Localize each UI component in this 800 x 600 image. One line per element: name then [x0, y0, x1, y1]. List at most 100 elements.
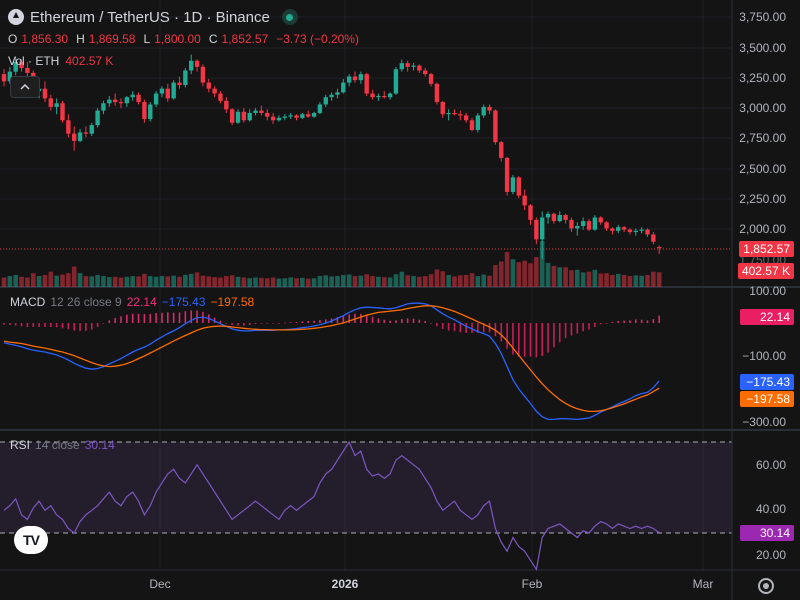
volume-bar	[417, 276, 422, 287]
macd-params: 12 26 close 9	[50, 295, 122, 309]
volume-bar	[364, 274, 369, 287]
macd-hist-bar	[365, 315, 368, 323]
macd-hist-bar	[90, 323, 93, 330]
candle-body	[440, 102, 445, 115]
collapse-legend-button[interactable]	[10, 76, 40, 98]
macd-hist-bar	[38, 323, 40, 327]
macd-hist-bar	[395, 320, 397, 323]
volume-bar	[317, 276, 323, 287]
candles	[1, 54, 662, 259]
macd-hist-bar	[436, 323, 438, 327]
price-axis-label: 3,000.00	[739, 101, 786, 115]
candle-body	[253, 110, 258, 113]
volume-bar	[528, 263, 533, 287]
candle-body	[7, 71, 13, 82]
gear-icon[interactable]	[758, 578, 774, 594]
open-value: 1,856.30	[21, 32, 69, 46]
candle-body	[153, 93, 159, 105]
candle-body	[54, 103, 59, 107]
candle-body	[346, 76, 352, 83]
macd-hist-bar	[278, 323, 280, 324]
candle-body	[235, 111, 241, 123]
symbol-title[interactable]: Ethereum / TetherUS · 1D · Binance	[30, 8, 270, 26]
macd-hist-bar	[529, 323, 532, 357]
macd-axis-label: −100.00	[742, 349, 786, 363]
volume-bar	[1, 277, 7, 287]
macd-hist-bar	[617, 321, 620, 323]
macd-hist-bar	[582, 323, 584, 332]
candle-body	[551, 213, 557, 222]
macd-hist-bar	[260, 323, 263, 324]
macd-hist-bar	[412, 318, 415, 323]
volume-bar	[247, 278, 252, 287]
volume-bar	[586, 271, 592, 287]
candle-body	[112, 99, 118, 103]
candle-body	[651, 234, 656, 242]
candle-body	[563, 215, 568, 220]
price-axis-label: 2,500.00	[739, 162, 786, 176]
volume-bar	[101, 276, 106, 287]
candle-body	[446, 112, 451, 115]
candle-body	[194, 60, 200, 67]
volume-bar	[54, 275, 59, 287]
rsi-name[interactable]: RSI	[10, 438, 31, 452]
rsi-value-tag: 30.14	[740, 525, 794, 541]
candle-body	[259, 110, 264, 113]
macd-signal-value: −197.58	[210, 295, 255, 309]
volume-bar	[270, 277, 276, 287]
candle-body	[487, 106, 492, 111]
macd-hist-bar	[500, 323, 503, 342]
candle-body	[200, 66, 206, 83]
macd-hist-bar	[284, 322, 286, 324]
macd-signal-tag: −197.58	[740, 391, 794, 407]
price-axis-label: 3,250.00	[739, 71, 786, 85]
macd-hist-bar	[383, 319, 386, 323]
macd-hist-bar	[605, 323, 608, 324]
volume-bar	[580, 272, 586, 287]
macd-hist-bar	[547, 323, 549, 353]
candle-body	[282, 116, 287, 118]
volume-bar	[42, 274, 48, 287]
candle-body	[387, 93, 393, 98]
macd-hist-bar	[301, 321, 304, 323]
volume-bar	[645, 274, 650, 287]
volume-bar	[224, 276, 229, 287]
volume-label[interactable]: Vol · ETH	[8, 54, 60, 68]
macd-hist-bar	[190, 310, 192, 323]
macd-hist-bar	[523, 323, 526, 357]
macd-legend: MACD 12 26 close 9 22.14 −175.43 −197.58	[10, 295, 254, 309]
volume-bar	[300, 277, 305, 287]
candle-body	[657, 247, 662, 249]
volume-bar	[77, 273, 83, 287]
macd-hist-bar	[55, 323, 58, 328]
candle-body	[382, 95, 387, 98]
macd-hist-bar	[588, 323, 590, 330]
candle-body	[124, 97, 130, 104]
macd-hist-bar	[629, 320, 631, 323]
volume-bar	[463, 274, 469, 287]
macd-hist-bar	[313, 320, 315, 323]
candle-body	[475, 115, 481, 130]
tradingview-logo[interactable]: TV	[14, 526, 48, 554]
candle-body	[405, 63, 410, 67]
price-grid	[0, 0, 732, 570]
volume-bar	[165, 276, 171, 287]
volume-bar	[633, 275, 639, 287]
volume-bar	[358, 275, 364, 287]
macd-hist-bar	[131, 313, 134, 323]
candle-body	[341, 82, 346, 93]
macd-name[interactable]: MACD	[10, 295, 46, 309]
volume-bar	[598, 273, 603, 287]
rsi-axis-label: 60.00	[755, 458, 786, 472]
candle-body	[428, 74, 434, 84]
candle-body	[522, 195, 527, 206]
macd-hist-bar	[482, 323, 485, 333]
macd-hist-bar	[295, 322, 298, 323]
candle-body	[569, 219, 574, 229]
volume-bar	[592, 269, 598, 287]
macd-hist-bar	[611, 322, 614, 323]
price-axis-label: 2,000.00	[739, 222, 786, 236]
change-value: −3.73 (−0.20%)	[276, 32, 359, 46]
candle-body	[370, 93, 375, 98]
